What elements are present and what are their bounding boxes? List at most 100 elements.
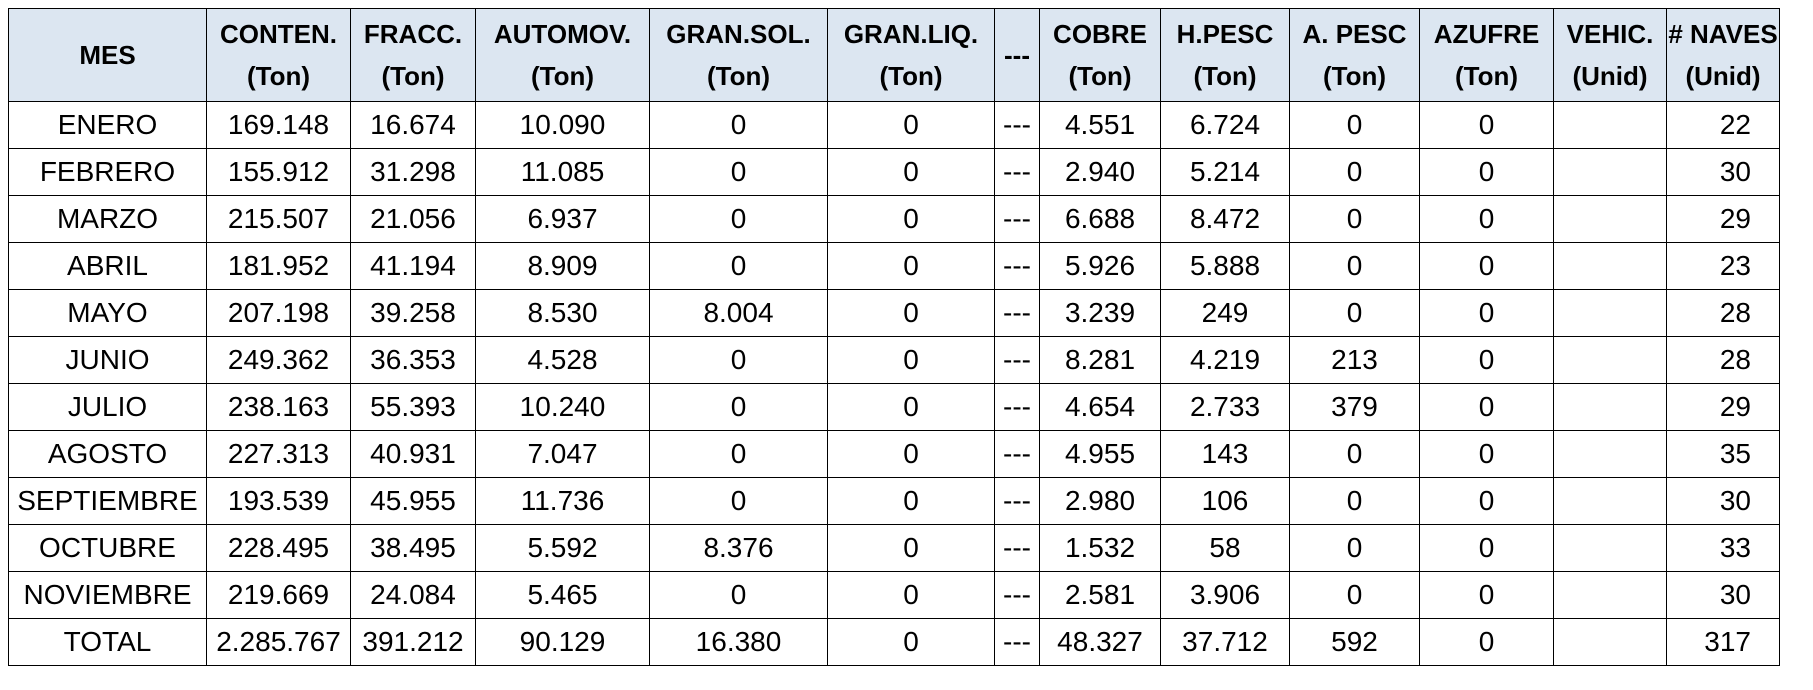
table-cell xyxy=(1553,242,1667,290)
column-header: MES xyxy=(8,8,207,102)
month-cell: FEBRERO xyxy=(8,148,207,196)
column-header: GRAN.SOL. (Ton) xyxy=(649,8,828,102)
table-row: MAYO 207.198 39.258 8.530 8.004 0 --- 3.239 249 0… xyxy=(8,289,1780,337)
table-cell: 0 xyxy=(1419,336,1554,384)
table-cell: 28 xyxy=(1666,336,1780,384)
table-cell: --- xyxy=(994,383,1040,431)
table-cell: 40.931 xyxy=(350,430,476,478)
table-cell: 30 xyxy=(1666,477,1780,525)
column-header-label: VEHIC. xyxy=(1566,19,1654,49)
table-cell: 0 xyxy=(827,571,995,619)
table-cell: 45.955 xyxy=(350,477,476,525)
column-header-label: COBRE xyxy=(1053,19,1147,49)
table-cell: 4.219 xyxy=(1160,336,1290,384)
table-cell: 11.736 xyxy=(475,477,650,525)
table-cell: 249 xyxy=(1160,289,1290,337)
table-cell: 5.926 xyxy=(1039,242,1161,290)
table-cell: 228.495 xyxy=(206,524,351,572)
table-cell: 5.465 xyxy=(475,571,650,619)
table-cell: --- xyxy=(994,430,1040,478)
table-cell: 38.495 xyxy=(350,524,476,572)
table-cell: 0 xyxy=(827,195,995,243)
column-header-unit: (Ton) xyxy=(1193,61,1257,91)
table-cell xyxy=(1553,101,1667,149)
table-cell: 36.353 xyxy=(350,336,476,384)
table-cell: 249.362 xyxy=(206,336,351,384)
table-cell: 39.258 xyxy=(350,289,476,337)
table-cell: 215.507 xyxy=(206,195,351,243)
table-cell: 90.129 xyxy=(475,618,650,666)
table-cell: 55.393 xyxy=(350,383,476,431)
column-header: COBRE (Ton) xyxy=(1039,8,1161,102)
column-header-label: --- xyxy=(1004,40,1030,70)
table-cell: 0 xyxy=(827,101,995,149)
table-cell: 4.528 xyxy=(475,336,650,384)
column-header: --- xyxy=(994,8,1040,102)
month-cell: MAYO xyxy=(8,289,207,337)
table-cell: 227.313 xyxy=(206,430,351,478)
table-cell: 4.551 xyxy=(1039,101,1161,149)
table-body: ENERO 169.148 16.674 10.090 0 0 --- 4.551 6.724 0… xyxy=(8,101,1780,666)
month-cell: ENERO xyxy=(8,101,207,149)
table-row: SEPTIEMBRE 193.539 45.955 11.736 0 0 --- 2.980 1… xyxy=(8,477,1780,525)
table-cell: 0 xyxy=(649,571,828,619)
table-cell: 22 xyxy=(1666,101,1780,149)
table-cell: 0 xyxy=(1289,571,1420,619)
table-cell: 2.581 xyxy=(1039,571,1161,619)
table-cell xyxy=(1553,430,1667,478)
table-cell: 0 xyxy=(1419,289,1554,337)
table-cell: 4.654 xyxy=(1039,383,1161,431)
table-cell: 30 xyxy=(1666,148,1780,196)
table-cell: 0 xyxy=(1289,289,1420,337)
table-cell: 0 xyxy=(827,477,995,525)
table-cell: 155.912 xyxy=(206,148,351,196)
table-row: ABRIL 181.952 41.194 8.909 0 0 --- 5.926 5.888 0 0… xyxy=(8,242,1780,290)
table-cell: 24.084 xyxy=(350,571,476,619)
table-cell: 16.380 xyxy=(649,618,828,666)
table-cell: 28 xyxy=(1666,289,1780,337)
table-cell: 11.085 xyxy=(475,148,650,196)
table-cell: 0 xyxy=(1419,148,1554,196)
column-header: VEHIC. (Unid) xyxy=(1553,8,1667,102)
month-cell: NOVIEMBRE xyxy=(8,571,207,619)
column-header-label: AUTOMOV. xyxy=(493,19,632,49)
month-cell: SEPTIEMBRE xyxy=(8,477,207,525)
month-cell: JULIO xyxy=(8,383,207,431)
table-cell: 21.056 xyxy=(350,195,476,243)
table-cell: 5.214 xyxy=(1160,148,1290,196)
table-cell: 0 xyxy=(827,430,995,478)
table-cell: 181.952 xyxy=(206,242,351,290)
table-cell: 33 xyxy=(1666,524,1780,572)
table-cell: 0 xyxy=(1419,571,1554,619)
table-cell: 0 xyxy=(827,524,995,572)
table-cell: 41.194 xyxy=(350,242,476,290)
table-cell: 0 xyxy=(1289,148,1420,196)
table-cell: 31.298 xyxy=(350,148,476,196)
month-cell: MARZO xyxy=(8,195,207,243)
table-cell xyxy=(1553,195,1667,243)
table-cell: --- xyxy=(994,242,1040,290)
table-cell: 0 xyxy=(827,242,995,290)
table-cell: 0 xyxy=(1419,101,1554,149)
table-cell: 0 xyxy=(1419,383,1554,431)
table-cell: 106 xyxy=(1160,477,1290,525)
table-cell: 6.937 xyxy=(475,195,650,243)
month-cell: ABRIL xyxy=(8,242,207,290)
table-cell: 23 xyxy=(1666,242,1780,290)
column-header-label: GRAN.LIQ. xyxy=(843,19,979,49)
table-cell: --- xyxy=(994,618,1040,666)
table-cell: 0 xyxy=(827,148,995,196)
table-cell: 0 xyxy=(827,383,995,431)
table-cell: 8.004 xyxy=(649,289,828,337)
table-cell: 6.724 xyxy=(1160,101,1290,149)
table-row: NOVIEMBRE 219.669 24.084 5.465 0 0 --- 2.581 3.9… xyxy=(8,571,1780,619)
table-cell: 0 xyxy=(649,383,828,431)
column-header-label: CONTEN. xyxy=(220,19,337,49)
table-cell: 8.376 xyxy=(649,524,828,572)
table-cell: 16.674 xyxy=(350,101,476,149)
header-row: MES CONTEN. (Ton) FRACC. (Ton) AUTOMOV. (Ton) G… xyxy=(8,8,1780,102)
column-header-unit: (Ton) xyxy=(1454,61,1519,91)
table-cell: --- xyxy=(994,289,1040,337)
column-header-unit: (Ton) xyxy=(1322,61,1387,91)
table-cell: 3.906 xyxy=(1160,571,1290,619)
